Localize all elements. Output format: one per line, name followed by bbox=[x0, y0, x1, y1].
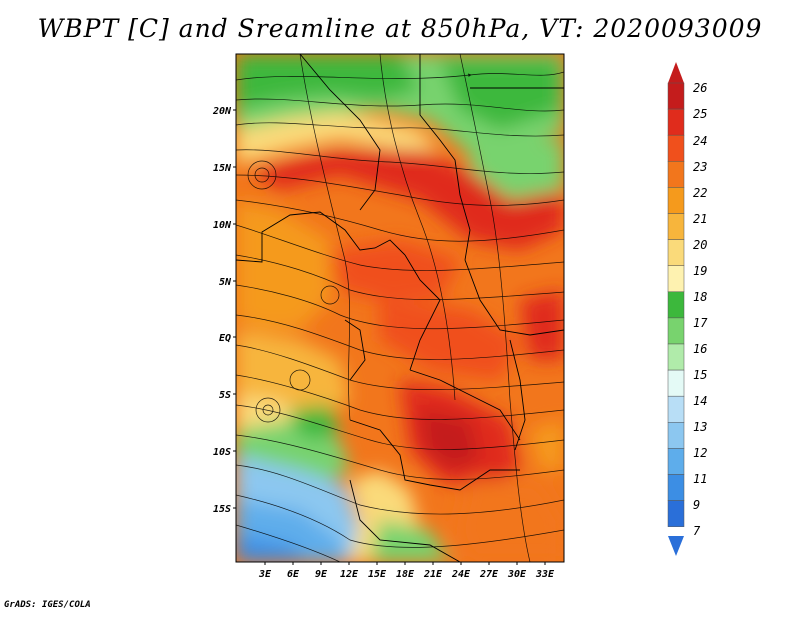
lat-label: EQ bbox=[219, 333, 231, 344]
lat-label: 5N bbox=[219, 277, 232, 288]
colorbar-label: 16 bbox=[693, 342, 707, 356]
colorbar-label: 9 bbox=[693, 498, 700, 512]
colorbar-box bbox=[667, 343, 685, 371]
colorbar-box bbox=[667, 161, 685, 188]
lon-label: 18E bbox=[396, 569, 415, 580]
colorbar-min-arrow bbox=[668, 536, 684, 556]
colorbar-box bbox=[667, 134, 685, 162]
map-title: WBPT [C] and Sreamline at 850hPa, VT: 20… bbox=[37, 14, 763, 43]
lon-label: 27E bbox=[479, 569, 499, 580]
colorbar-label: 25 bbox=[693, 107, 707, 121]
colorbar-label: 11 bbox=[693, 472, 707, 486]
lon-label: 6E bbox=[287, 569, 300, 580]
lat-label: 5S bbox=[219, 390, 231, 401]
colorbar-label: 26 bbox=[693, 81, 707, 95]
wbpt-shaded-field bbox=[236, 54, 564, 562]
map-frame bbox=[235, 53, 565, 563]
colorbar-box bbox=[667, 317, 685, 345]
colorbar-box bbox=[667, 239, 685, 266]
colorbar-box bbox=[667, 395, 685, 423]
colorbar-box bbox=[667, 265, 685, 293]
colorbar-box bbox=[667, 422, 685, 449]
longitude-axis: 3E 6E 9E 12E 15E 18E 21E 24E 27E 30E 33E bbox=[258, 562, 555, 580]
lon-label: 3E bbox=[258, 569, 272, 580]
colorbar: 26 25 24 23 22 21 20 19 18 17 16 15 14 1… bbox=[667, 62, 708, 556]
colorbar-label: 18 bbox=[693, 290, 707, 304]
colorbar-label: 23 bbox=[693, 160, 707, 174]
colorbar-box bbox=[667, 187, 685, 214]
colorbar-box bbox=[667, 448, 685, 475]
lon-label: 12E bbox=[340, 569, 359, 580]
lat-label: 15S bbox=[213, 504, 231, 515]
lat-label: 10S bbox=[213, 447, 231, 458]
colorbar-box bbox=[667, 108, 685, 136]
colorbar-label: 20 bbox=[693, 238, 707, 252]
country-borders bbox=[236, 54, 564, 562]
colorbar-max-arrow bbox=[668, 62, 684, 83]
streamlines bbox=[236, 54, 564, 562]
colorbar-label: 12 bbox=[693, 446, 707, 460]
lon-label: 9E bbox=[315, 569, 328, 580]
colorbar-label: 17 bbox=[693, 316, 708, 330]
colorbar-label: 24 bbox=[693, 134, 707, 148]
colorbar-label: 21 bbox=[693, 212, 707, 226]
colorbar-label: 7 bbox=[693, 524, 701, 538]
lon-label: 33E bbox=[535, 569, 555, 580]
colorbar-box bbox=[667, 82, 685, 110]
latitude-axis: 20N 15N 10N 5N EQ 5S 10S 15S bbox=[212, 106, 236, 515]
colorbar-label: 13 bbox=[693, 420, 707, 434]
colorbar-box bbox=[667, 369, 685, 397]
lon-label: 24E bbox=[451, 569, 471, 580]
lat-label: 20N bbox=[212, 106, 232, 117]
colorbar-label: 15 bbox=[693, 368, 707, 382]
grads-credit: GrADS: IGES/COLA bbox=[4, 600, 91, 610]
colorbar-label: 14 bbox=[693, 394, 707, 408]
lon-label: 15E bbox=[368, 569, 387, 580]
lat-label: 15N bbox=[213, 163, 232, 174]
lon-label: 21E bbox=[423, 569, 443, 580]
colorbar-box bbox=[667, 474, 685, 501]
lat-label: 10N bbox=[213, 220, 232, 231]
colorbar-box bbox=[667, 500, 685, 527]
lon-label: 30E bbox=[507, 569, 527, 580]
colorbar-box bbox=[667, 291, 685, 319]
colorbar-label: 19 bbox=[693, 264, 707, 278]
colorbar-label: 22 bbox=[693, 186, 707, 200]
colorbar-box bbox=[667, 213, 685, 240]
